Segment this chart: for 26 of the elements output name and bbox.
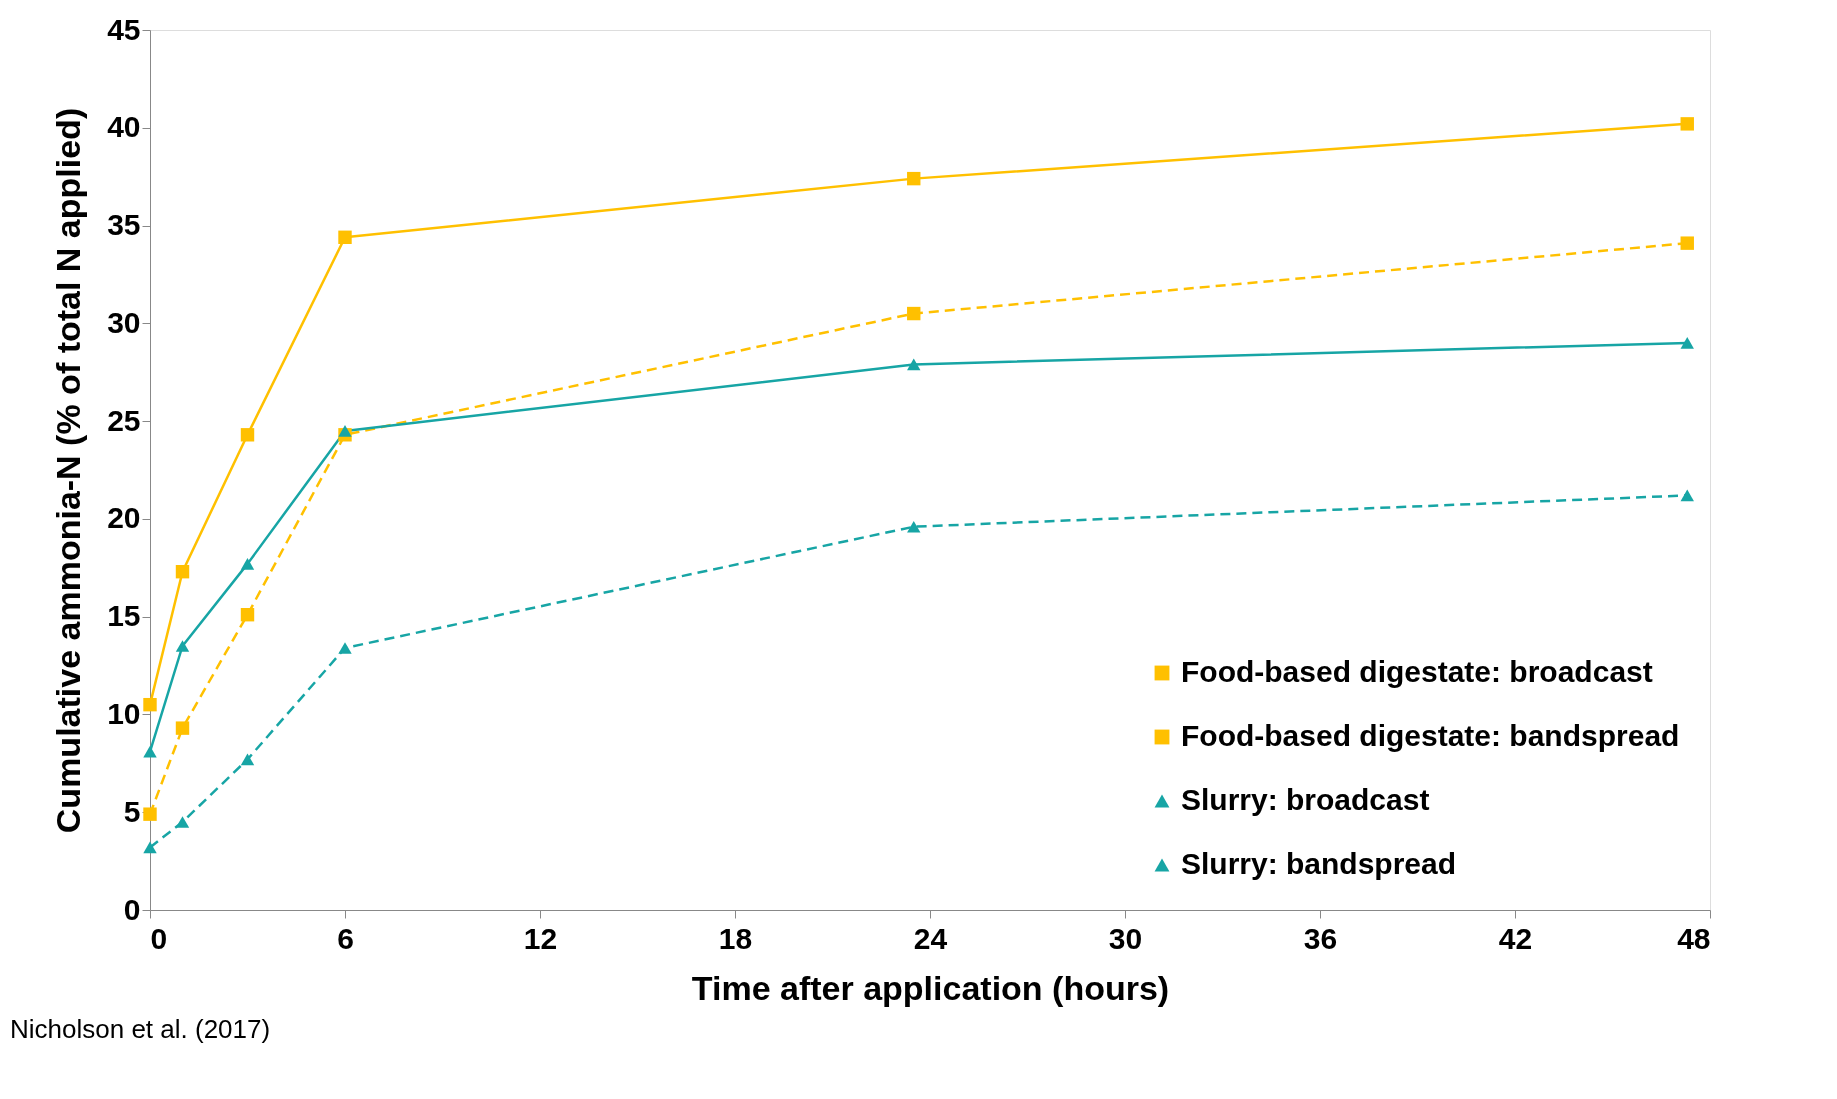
y-tick-label: 20 [107, 501, 141, 535]
x-tick-label: 42 [1498, 921, 1533, 955]
y-tick-label: 10 [107, 696, 141, 730]
y-tick-label: 15 [107, 599, 141, 633]
legend-label: Food-based digestate: bandspread [1181, 719, 1680, 752]
x-tick-label: 18 [718, 921, 753, 955]
y-tick-label: 5 [123, 794, 141, 828]
y-tick-label: 35 [107, 208, 141, 242]
y-axis-title: Cumulative ammonia-N (% of total N applied) [49, 107, 88, 834]
y-tick-label: 30 [107, 305, 141, 339]
x-tick-label: 36 [1303, 921, 1338, 955]
x-tick-label: 48 [1677, 921, 1711, 955]
x-tick-label: 24 [913, 921, 948, 955]
legend-label: Slurry: bandspread [1181, 847, 1457, 880]
y-tick-label: 45 [107, 12, 141, 46]
x-tick-label: 30 [1108, 921, 1143, 955]
y-tick-label: 0 [123, 892, 141, 926]
legend-label: Food-based digestate: broadcast [1181, 655, 1653, 688]
y-tick-label: 40 [107, 110, 141, 144]
text: Nicholson et al. (2017) [10, 1014, 271, 1044]
x-axis-title: Time after application (hours) [691, 968, 1170, 1007]
x-tick-label: 0 [150, 921, 168, 955]
x-tick-label: 6 [337, 921, 354, 955]
y-tick-label: 25 [107, 403, 141, 437]
x-tick-label: 12 [523, 921, 558, 955]
legend-label: Slurry: broadcast [1181, 783, 1430, 816]
